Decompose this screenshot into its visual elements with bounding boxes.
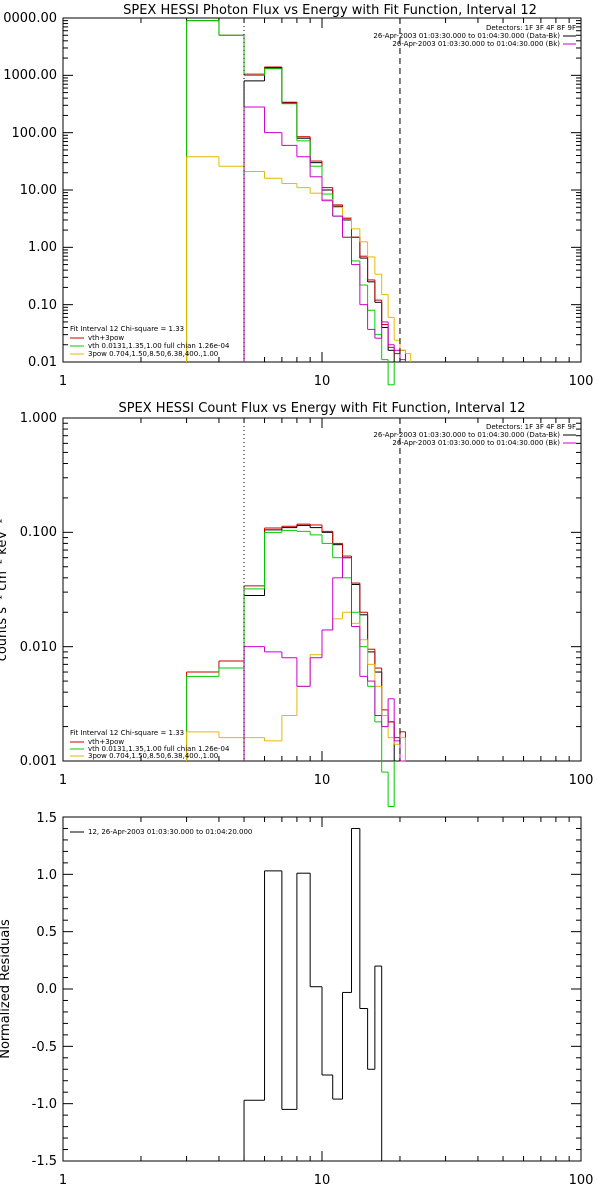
legend-label-power: 3pow 0.704,1.50,8.50,6.38,400.,1.00 bbox=[88, 752, 218, 760]
photon-flux-legend: Fit Interval 12 Chi-square = 1.33 vth+3p… bbox=[70, 325, 230, 358]
series-background bbox=[243, 106, 406, 362]
y-tick-label: 1000.00 bbox=[3, 68, 57, 83]
series-background bbox=[243, 557, 406, 762]
count-flux-ticks bbox=[62, 417, 581, 762]
count-flux-y-axis-label: counts s⁻¹ cm⁻² keV⁻¹ bbox=[0, 519, 10, 662]
count-flux-y-tick-labels: 0.001 0.010 0.100 1.000 bbox=[20, 411, 57, 769]
photon-flux-y-tick-labels: 0.01 0.10 1.00 10.00 100.00 1000.00 0000… bbox=[3, 11, 57, 370]
x-tick-label: 100 bbox=[569, 773, 594, 788]
count-flux-x-tick-labels: 1 10 100 bbox=[59, 773, 594, 788]
count-flux-info: Detectors: 1F 3F 4F 8F 9F 26-Apr-2003 01… bbox=[373, 423, 576, 447]
count-flux-marks bbox=[186, 418, 406, 807]
residuals-ticks bbox=[62, 816, 581, 1162]
residuals-panel: -1.5 -1.0 -0.5 0.0 0.5 1.0 1.5 Normalize… bbox=[0, 811, 593, 1188]
y-tick-label: -1.5 bbox=[32, 1154, 57, 1169]
photon-flux-marks bbox=[186, 18, 412, 386]
residuals-x-tick-labels: 1 10 100 bbox=[59, 1173, 594, 1188]
series-data bbox=[243, 67, 395, 362]
legend-label-power: 3pow 0.704,1.50,8.50,6.38,400.,1.00 bbox=[88, 350, 218, 358]
data-interval-label: 26-Apr-2003 01:03:30.000 to 01:04:30.000… bbox=[373, 32, 560, 40]
y-tick-label: 0.001 bbox=[20, 754, 57, 769]
series-data bbox=[243, 524, 395, 761]
count-flux-title: SPEX HESSI Count Flux vs Energy with Fit… bbox=[118, 401, 525, 416]
x-tick-label: 10 bbox=[314, 374, 331, 389]
series-total bbox=[186, 20, 406, 362]
legend-label-total: vth+3pow bbox=[88, 334, 124, 342]
photon-flux-panel: SPEX HESSI Photon Flux vs Energy with Fi… bbox=[3, 3, 593, 389]
photon-flux-x-tick-labels: 1 10 100 bbox=[59, 374, 594, 389]
y-tick-label: 1.000 bbox=[20, 411, 57, 426]
y-tick-label: 0.010 bbox=[20, 640, 57, 655]
series-thermal bbox=[186, 20, 395, 386]
photon-flux-info: Detectors: 1F 3F 4F 8F 9F 26-Apr-2003 01… bbox=[373, 24, 576, 48]
series-data bbox=[243, 827, 383, 1161]
residuals-legend: 12, 26-Apr-2003 01:03:30.000 to 01:04:20… bbox=[70, 828, 252, 836]
fit-interval-label: Fit Interval 12 Chi-square = 1.33 bbox=[70, 729, 184, 737]
count-flux-panel: SPEX HESSI Count Flux vs Energy with Fit… bbox=[0, 401, 594, 807]
x-tick-label: 10 bbox=[314, 773, 331, 788]
data-interval-label: 26-Apr-2003 01:03:30.000 to 01:04:30.000… bbox=[373, 431, 560, 439]
x-tick-label: 100 bbox=[569, 1173, 594, 1188]
legend-label-thermal: vth 0.0131,1.35,1.00 full chian 1.26e-04 bbox=[88, 342, 230, 350]
series-thermal bbox=[186, 529, 395, 807]
photon-flux-title: SPEX HESSI Photon Flux vs Energy with Fi… bbox=[123, 3, 537, 18]
count-flux-plot-frame bbox=[62, 417, 582, 762]
y-tick-label: -1.0 bbox=[32, 1097, 57, 1112]
y-tick-label: 100.00 bbox=[12, 126, 58, 141]
y-tick-label: 1.0 bbox=[36, 868, 57, 883]
y-tick-label: 0.5 bbox=[36, 925, 57, 940]
x-tick-label: 10 bbox=[314, 1173, 331, 1188]
residuals-y-tick-labels: -1.5 -1.0 -0.5 0.0 0.5 1.0 1.5 bbox=[32, 811, 57, 1169]
series-power bbox=[186, 156, 412, 362]
y-tick-label: 0.10 bbox=[28, 298, 57, 313]
y-tick-label: 0000.00 bbox=[3, 11, 57, 26]
count-flux-legend: Fit Interval 12 Chi-square = 1.33 vth+3p… bbox=[70, 729, 230, 760]
y-tick-label: 0.01 bbox=[28, 355, 57, 370]
legend-label-thermal: vth 0.0131,1.35,1.00 full chian 1.26e-04 bbox=[88, 745, 230, 753]
legend-label-residuals: 12, 26-Apr-2003 01:03:30.000 to 01:04:20… bbox=[88, 828, 252, 836]
y-tick-label: 1.00 bbox=[28, 240, 57, 255]
bk-interval-label: 26-Apr-2003 01:03:30.000 to 01:04:30.000… bbox=[392, 40, 560, 48]
y-tick-label: 10.00 bbox=[20, 183, 57, 198]
x-tick-label: 1 bbox=[59, 374, 67, 389]
residuals-marks bbox=[243, 827, 383, 1161]
y-tick-label: -0.5 bbox=[32, 1040, 57, 1055]
x-tick-label: 1 bbox=[59, 1173, 67, 1188]
y-tick-label: 0.0 bbox=[36, 982, 57, 997]
fit-interval-label: Fit Interval 12 Chi-square = 1.33 bbox=[70, 325, 184, 333]
y-tick-label: 0.100 bbox=[20, 525, 57, 540]
y-tick-label: 1.5 bbox=[36, 811, 57, 826]
residuals-y-axis-label: Normalized Residuals bbox=[0, 919, 13, 1059]
detectors-label: Detectors: 1F 3F 4F 8F 9F bbox=[486, 24, 576, 32]
x-tick-label: 1 bbox=[59, 773, 67, 788]
legend-label-total: vth+3pow bbox=[88, 738, 124, 746]
series-total bbox=[186, 523, 406, 761]
bk-interval-label: 26-Apr-2003 01:03:30.000 to 01:04:30.000… bbox=[392, 439, 560, 447]
detectors-label: Detectors: 1F 3F 4F 8F 9F bbox=[486, 423, 576, 431]
x-tick-label: 100 bbox=[569, 374, 594, 389]
